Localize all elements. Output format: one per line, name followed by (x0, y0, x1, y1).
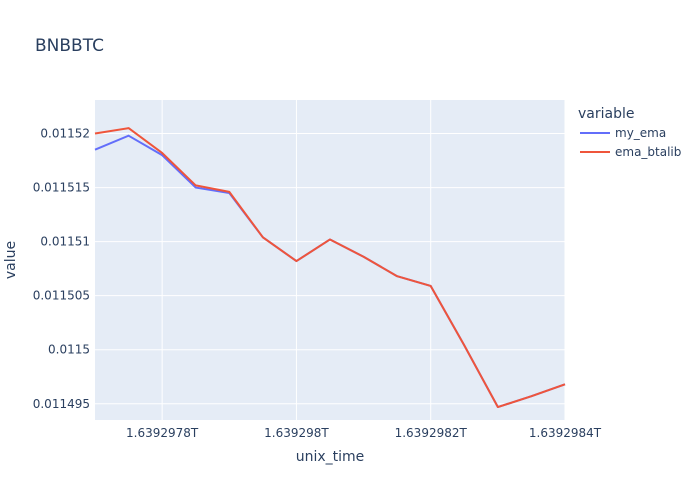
x-tick-label: 1.6392984T (529, 426, 602, 440)
legend-label: my_ema (615, 126, 666, 140)
y-tick-label: 0.01152 (40, 127, 90, 141)
legend-item-ema-btalib[interactable]: ema_btalib (580, 145, 681, 159)
gridlines (95, 100, 566, 420)
y-tick-label: 0.011505 (33, 289, 90, 303)
series-line-ema-btalib (94, 127, 566, 409)
y-tick-labels: 0.011495 0.0115 0.011505 0.01151 0.011515 0.0… (33, 127, 90, 411)
y-axis-title: value (3, 241, 19, 279)
y-tick-label: 0.011495 (33, 397, 90, 411)
y-tick-label: 0.01151 (40, 235, 90, 249)
x-axis-title: unix_time (296, 449, 365, 465)
legend-title: variable (578, 106, 634, 122)
legend[interactable]: variable my_ema ema_btalib (578, 106, 681, 159)
x-tick-label: 1.639298T (264, 426, 329, 440)
x-tick-label: 1.6392982T (395, 426, 468, 440)
legend-item-my-ema[interactable]: my_ema (580, 126, 666, 140)
plot-area (95, 100, 565, 420)
y-tick-label: 0.0115 (48, 343, 90, 357)
chart-title: BNBBTC (35, 36, 104, 56)
x-tick-labels: 1.6392978T 1.639298T 1.6392982T 1.6392984T (126, 426, 602, 440)
legend-label: ema_btalib (615, 145, 681, 159)
y-tick-label: 0.011515 (33, 181, 90, 195)
x-tick-label: 1.6392978T (126, 426, 199, 440)
series-lines (94, 127, 566, 409)
